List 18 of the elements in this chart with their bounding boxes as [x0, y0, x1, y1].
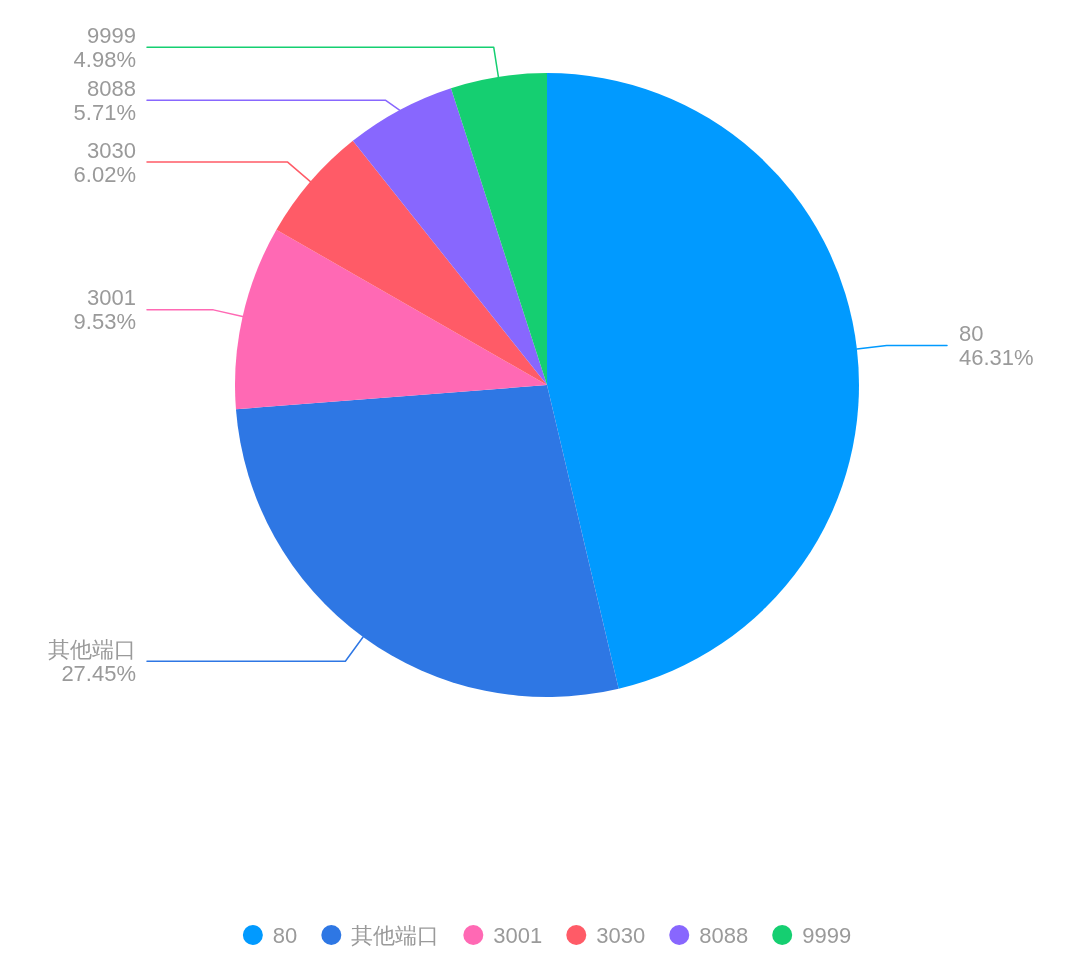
legend-label: 其他端口	[351, 922, 440, 948]
data-label: 5.71%	[73, 99, 136, 125]
legend-label: 3001	[493, 922, 543, 948]
slice-label: 3030	[87, 137, 136, 163]
data-label: 46.31%	[959, 344, 1034, 370]
slice-label: 8088	[87, 75, 136, 101]
legend-label: 80	[272, 922, 298, 948]
slice-label: 9999	[87, 22, 136, 48]
slice-label: 其他端口	[48, 636, 136, 662]
data-label: 27.45%	[61, 660, 136, 686]
slice-label: 3001	[87, 285, 136, 311]
slice-label: 80	[959, 320, 984, 346]
data-label: 4.98%	[73, 46, 136, 72]
data-label: 9.53%	[73, 309, 136, 335]
legend-label: 8088	[699, 922, 749, 948]
legend-label: 9999	[802, 922, 852, 948]
legend-label: 3030	[596, 922, 646, 948]
data-label: 6.02%	[73, 161, 136, 187]
